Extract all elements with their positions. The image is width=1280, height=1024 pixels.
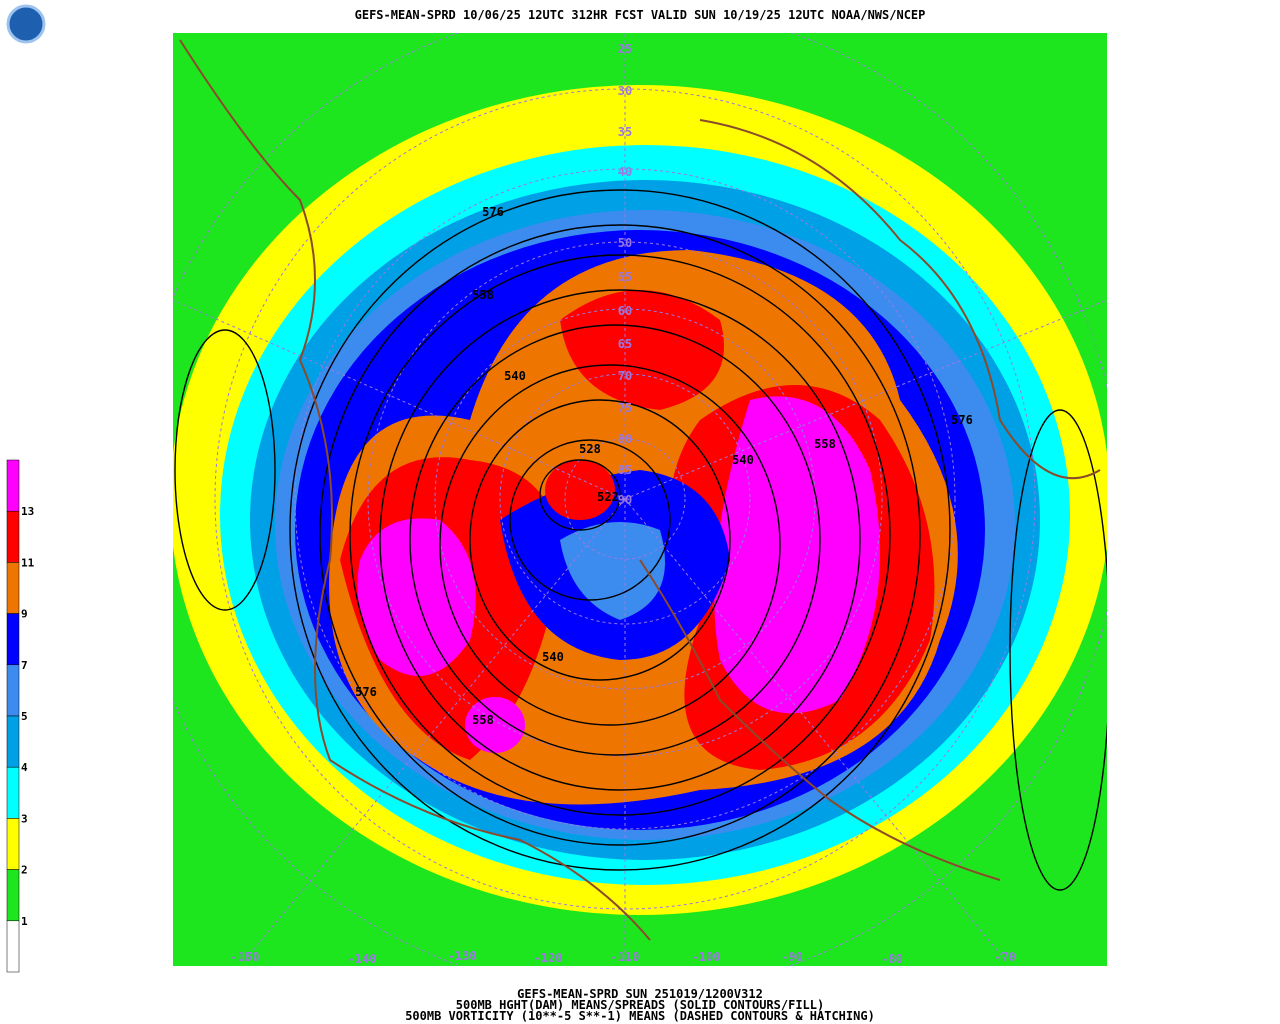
latitude-label: 35 [618,125,632,139]
colorbar-swatch [6,664,20,717]
longitude-label: -110 [611,950,640,964]
colorbar-label: 9 [21,608,28,621]
latitude-label: 50 [618,236,632,250]
latitude-label: 60 [618,304,632,318]
longitude-label: -150 [231,950,260,964]
colorbar-label: 3 [21,812,28,825]
colorbar-swatch [6,613,20,666]
latitude-label: 80 [618,432,632,446]
contour-label: 576 [951,413,973,427]
noaa-logo [6,4,46,44]
colorbar-swatch [6,510,20,563]
colorbar: 13 11 9 7 5 4 3 2 1 [6,459,35,973]
longitude-label: -80 [881,952,903,966]
colorbar-label: 13 [21,505,34,518]
longitude-labels: -150 -140 -130 -120 -110 -100 -90 -80 -7… [231,949,1016,966]
colorbar-label: 4 [21,761,28,774]
map [173,33,1107,966]
colorbar-swatch [6,920,20,973]
latitude-label: 25 [618,42,632,56]
latitude-label: 85 [618,463,632,477]
latitude-label: 55 [618,270,632,284]
contour-label: 522 [597,490,619,504]
footer-line: 500MB HGHT(DAM) MEANS/SPREADS (SOLID CON… [456,998,824,1012]
latitude-label: 65 [618,337,632,351]
latitude-label: 40 [618,165,632,179]
contour-label: 558 [472,288,494,302]
title: GEFS-MEAN-SPRD 10/06/25 12UTC 312HR FCST… [355,8,926,22]
latitude-label: 90 [618,493,632,507]
longitude-label: -100 [692,950,721,964]
contour-label: 576 [482,205,504,219]
longitude-label: -140 [348,952,377,966]
contour-label: 558 [472,713,494,727]
colorbar-label: 11 [21,556,35,569]
longitude-label: -130 [448,949,477,963]
longitude-label: -70 [994,950,1016,964]
footer-line: GEFS-MEAN-SPRD SUN 251019/1200V312 [517,987,763,1001]
colorbar-swatch [6,715,20,768]
colorbar-label: 5 [21,710,28,723]
colorbar-swatch [6,459,20,512]
latitude-label: 70 [618,369,632,383]
contour-label: 558 [814,437,836,451]
colorbar-label: 2 [21,864,28,877]
longitude-label: -90 [781,950,803,964]
latitude-label: 75 [618,401,632,415]
footer-line: 500MB VORTICITY (10**-5 S**-1) MEANS (DA… [405,1009,875,1023]
colorbar-swatch [6,869,20,922]
contour-labels: 576 558 540 528 522 540 558 576 540 576 … [355,205,973,727]
latitude-label: 30 [618,84,632,98]
contour-label: 540 [542,650,564,664]
colorbar-swatch [6,818,20,870]
contour-label: 540 [504,369,526,383]
colorbar-label: 1 [21,915,28,928]
longitude-label: -120 [534,951,563,965]
colorbar-swatch [6,562,20,614]
latitude-labels: 25 30 35 40 50 55 60 65 70 75 80 85 90 [618,42,632,507]
contour-label: 540 [732,453,754,467]
colorbar-label: 7 [21,659,28,672]
contour-label: 576 [355,685,377,699]
contour-label: 528 [579,442,601,456]
colorbar-swatch [6,766,20,819]
